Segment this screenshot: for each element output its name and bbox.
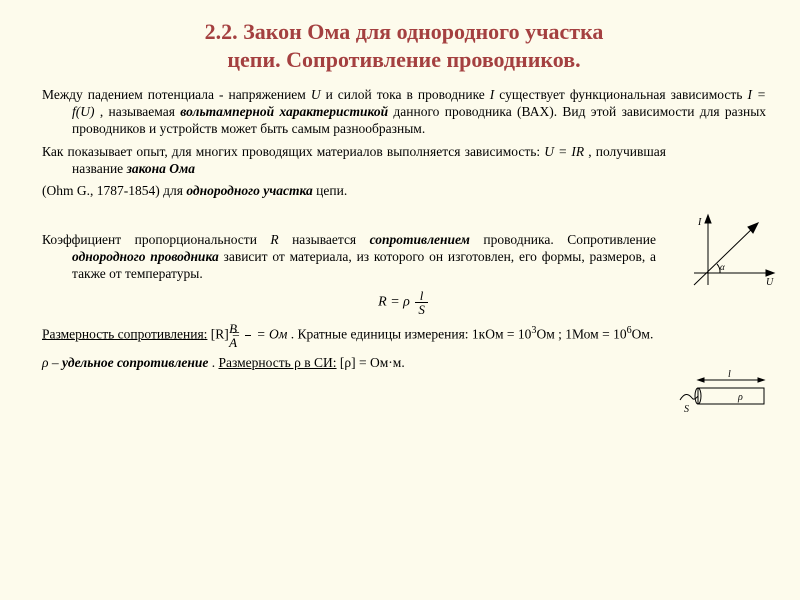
p5-frac: В А	[245, 322, 251, 349]
p2-term: закона Ома	[127, 161, 195, 176]
p1-d: , называемая	[100, 104, 180, 119]
p5-label: Размерность сопротивления:	[42, 326, 207, 341]
p4-b: называется	[292, 232, 370, 247]
p6-label: Размерность ρ в СИ:	[219, 355, 337, 370]
p5-num: В	[245, 322, 251, 336]
formula-R-left: R = ρ	[378, 295, 410, 310]
vax-angle-label: α	[720, 262, 725, 272]
p3-term: однородного участка	[186, 183, 312, 198]
p5-eq: = Ом	[257, 326, 288, 341]
res-l-label: l	[728, 369, 731, 380]
p4-R: R	[270, 232, 278, 247]
vax-y-label: I	[697, 217, 702, 228]
formula-R-num: l	[415, 289, 428, 303]
p3-b: цепи.	[316, 183, 347, 198]
p5-b3: Ом.	[632, 326, 654, 341]
paragraph-6: ρ – удельное сопротивление . Размерность…	[42, 355, 766, 372]
vax-graph: I U α	[690, 213, 776, 291]
p5-b: . Кратные единицы измерения: 1кОм = 10	[291, 326, 532, 341]
p3-a: (Ohm G., 1787-1854) для	[42, 183, 186, 198]
p4-c: проводника. Сопротивление	[483, 232, 656, 247]
p1-b: и силой тока в проводнике	[326, 87, 490, 102]
title-line1: 2.2. Закон Ома для однородного участка	[205, 19, 604, 44]
resistor-graph: l S ρ	[678, 368, 778, 418]
paragraph-5: Размерность сопротивления: [R] = В А = О…	[42, 322, 766, 349]
p6-a: –	[52, 355, 62, 370]
p1-I: I	[490, 87, 495, 102]
p6-term: удельное сопротивление	[62, 355, 208, 370]
p6-b: .	[212, 355, 219, 370]
res-S-label: S	[684, 404, 689, 415]
paragraph-4: Коэффициент пропорциональности R называе…	[42, 232, 766, 283]
paragraph-3: (Ohm G., 1787-1854) для однородного учас…	[42, 183, 766, 200]
formula-R-den: S	[415, 303, 428, 316]
formula-R: R = ρ l S	[42, 289, 766, 316]
p5-den: А	[245, 336, 251, 349]
paragraph-1: Между падением потенциала - напряжением …	[42, 87, 766, 138]
vax-x-label: U	[766, 277, 774, 288]
p1-a: Между падением потенциала - напряжением	[42, 87, 311, 102]
p6-rho: ρ	[42, 355, 48, 370]
p2-a: Как показывает опыт, для многих проводящ…	[42, 144, 544, 159]
p6-c: [ρ] = Ом·м.	[340, 355, 405, 370]
p4-term1: сопротивлением	[370, 232, 470, 247]
p5-b2: Ом ; 1Мом = 10	[536, 326, 626, 341]
p2-eq: U = IR	[544, 144, 584, 159]
p5-a: [R] =	[211, 326, 243, 341]
res-rho-label: ρ	[737, 392, 743, 403]
p4-term2: однородного проводника	[72, 249, 219, 264]
title-line2: цепи. Сопротивление проводников.	[227, 47, 580, 72]
p1-term: вольтамперной характеристикой	[180, 104, 388, 119]
page-title: 2.2. Закон Ома для однородного участка ц…	[42, 18, 766, 73]
p1-c: существует функциональная зависимость	[499, 87, 747, 102]
formula-R-frac: l S	[415, 289, 428, 316]
paragraph-2: Как показывает опыт, для многих проводящ…	[42, 144, 766, 178]
p4-a: Коэффициент пропорциональности	[42, 232, 270, 247]
p1-U: U	[311, 87, 321, 102]
